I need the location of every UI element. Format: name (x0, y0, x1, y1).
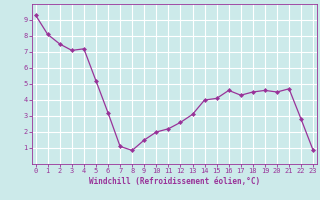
X-axis label: Windchill (Refroidissement éolien,°C): Windchill (Refroidissement éolien,°C) (89, 177, 260, 186)
